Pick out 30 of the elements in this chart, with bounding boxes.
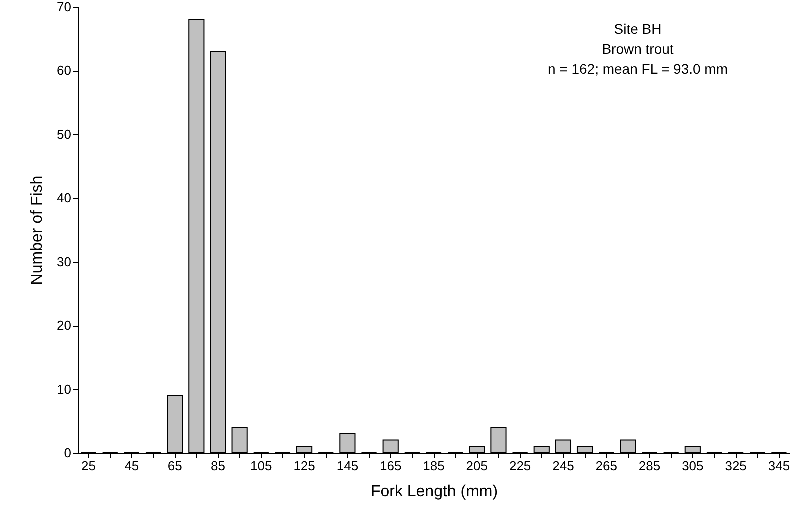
- y-axis-title: Number of Fish: [29, 176, 46, 286]
- x-tick-label: 145: [336, 458, 359, 474]
- x-tick-label: 105: [250, 458, 272, 474]
- y-tick-label: 70: [57, 0, 72, 14]
- x-tick-label: 225: [509, 458, 532, 474]
- x-tick-label: 85: [211, 458, 226, 474]
- y-tick-label: 10: [57, 382, 72, 397]
- y-tick-label: 40: [57, 190, 72, 206]
- x-tick-label: 185: [423, 458, 445, 474]
- x-tick-label: 25: [82, 458, 96, 474]
- x-tick-label: 125: [294, 458, 316, 474]
- x-tick-label: 45: [124, 458, 140, 474]
- x-tick-label: 165: [380, 458, 402, 474]
- annotation: n = 162; mean FL = 93.0 mm: [548, 61, 728, 77]
- x-tick-label: 325: [725, 458, 747, 474]
- x-tick-label: 265: [596, 458, 618, 474]
- y-tick-label: 30: [57, 254, 72, 270]
- y-tick-label: 20: [57, 318, 72, 334]
- annotation: Brown trout: [602, 41, 674, 57]
- x-tick-label: 65: [168, 458, 182, 474]
- x-tick-label: 285: [638, 458, 661, 474]
- x-axis-title: Fork Length (mm): [370, 484, 498, 500]
- x-tick-label: 305: [682, 458, 704, 474]
- y-tick-label: 60: [57, 63, 72, 78]
- y-tick-label: 0: [64, 446, 72, 460]
- x-tick-label: 245: [552, 458, 574, 474]
- x-tick-label: 205: [466, 458, 488, 474]
- annotation: Site BH: [614, 21, 662, 37]
- y-tick-label: 50: [57, 126, 72, 142]
- x-tick-label: 345: [768, 458, 790, 474]
